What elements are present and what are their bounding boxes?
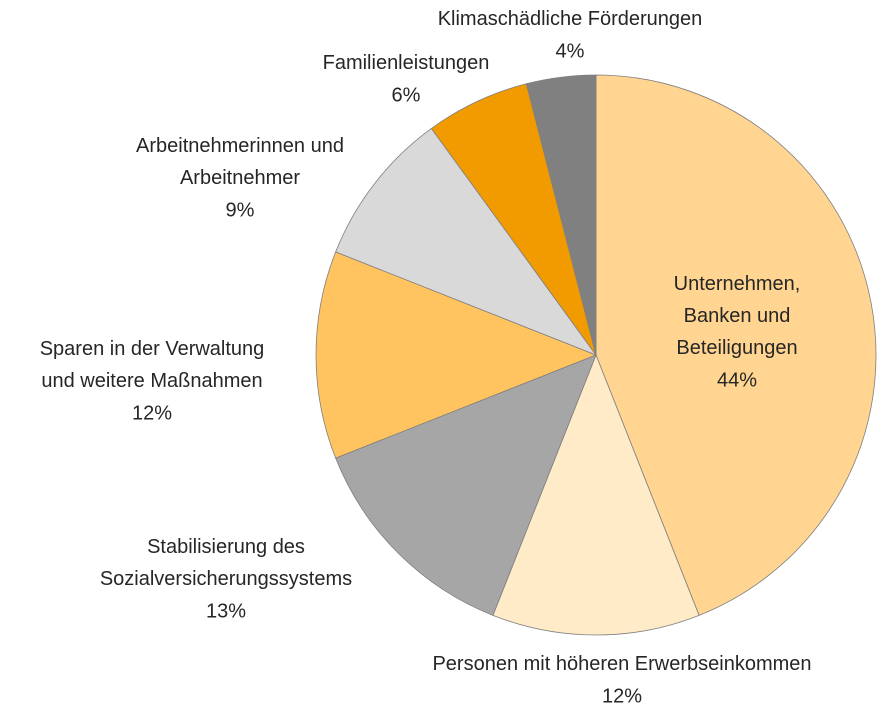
pie-slice — [315, 251, 598, 459]
pie-slice — [595, 74, 877, 616]
slice-label: Klimaschädliche Förderungen — [438, 8, 703, 30]
value-label: 6% — [392, 84, 421, 106]
slice-label: Sparen in der Verwaltung und weitere Maßn… — [40, 338, 265, 392]
pie-slice — [335, 354, 597, 616]
slice-label: Unternehmen, Banken und Beteiligungen — [674, 273, 801, 359]
slice-label: Arbeitnehmerinnen und Arbeitnehmer — [136, 135, 344, 189]
slice-label: Stabilisierung des Sozialversicherungssys… — [100, 536, 352, 590]
value-label: 4% — [556, 40, 585, 62]
slice-label: Personen mit höheren Erwerbseinkommen — [432, 653, 811, 675]
pie-slice — [525, 74, 597, 356]
value-label: 44% — [717, 369, 757, 391]
value-label: 12% — [132, 402, 172, 424]
value-label: 13% — [206, 600, 246, 622]
pie-slice — [335, 127, 598, 356]
slice-label: Familienleistungen — [323, 52, 490, 74]
value-label: 12% — [602, 685, 642, 706]
pie-slice — [492, 353, 700, 636]
value-label: 9% — [226, 199, 255, 221]
